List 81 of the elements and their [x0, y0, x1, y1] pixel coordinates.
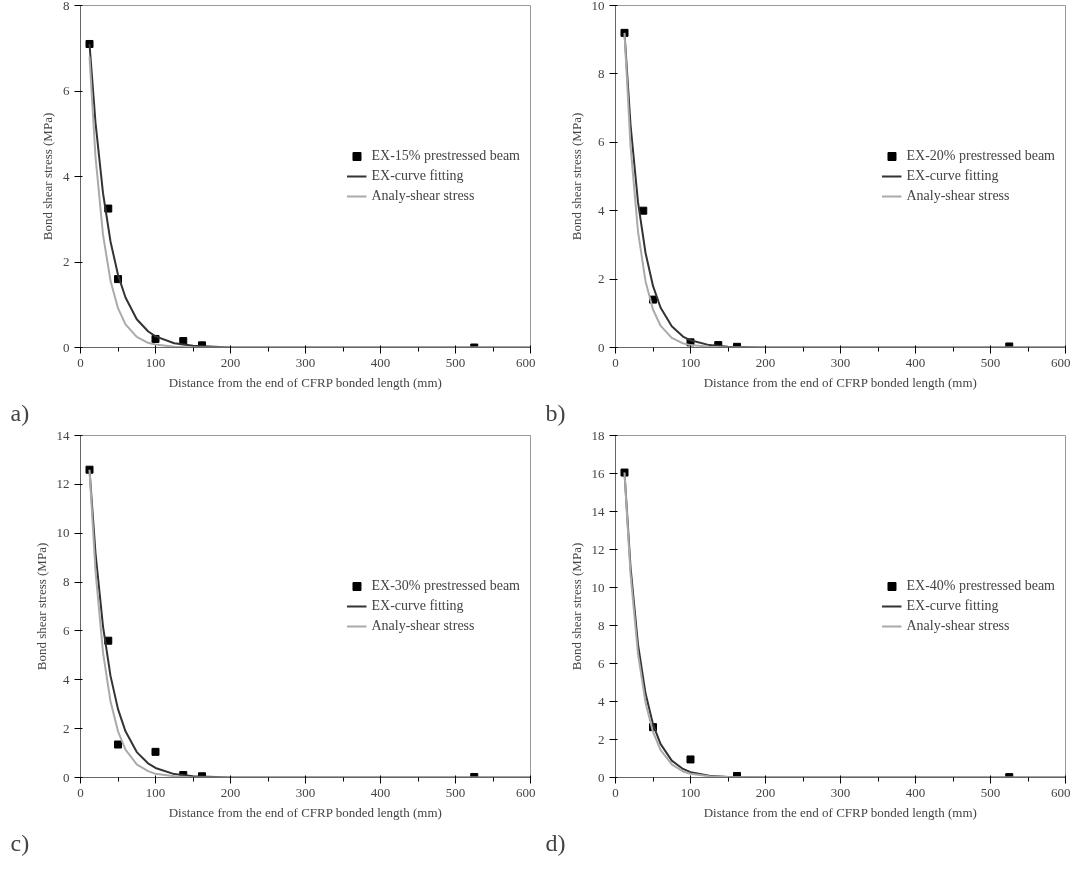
x-tick-label: 100 — [680, 784, 701, 800]
y-tick-label: 0 — [598, 339, 605, 355]
y-tick-label: 6 — [598, 655, 605, 671]
legend-label: EX-curve fitting — [371, 168, 464, 184]
y-tick-label: 10 — [56, 525, 70, 541]
x-tick-label: 500 — [980, 354, 1001, 370]
x-tick-label: 100 — [145, 784, 166, 800]
text: c) — [10, 829, 30, 856]
legend-label: EX-20% prestressed beam — [906, 148, 1055, 164]
y-axis-title: Bond shear stress (MPa) — [568, 112, 584, 241]
x-axis-title: Distance from the end of CFRP bonded length (mm) — [703, 804, 977, 820]
y-tick-label: 8 — [598, 617, 605, 633]
y-tick-label: 4 — [63, 168, 70, 184]
y-tick-label: 4 — [598, 693, 605, 709]
y-tick-label: 14 — [591, 503, 605, 519]
x-axis-title: Distance from the end of CFRP bonded length (mm) — [168, 804, 442, 820]
y-tick-label: 16 — [591, 465, 605, 481]
y-tick-label: 6 — [63, 83, 70, 98]
y-tick-label: 12 — [591, 541, 605, 557]
x-tick-label: 600 — [516, 354, 536, 370]
y-tick-label: 0 — [598, 769, 605, 785]
x-tick-label: 500 — [445, 784, 466, 800]
y-tick-label: 2 — [63, 720, 70, 736]
legend-label: Analy-shear stress — [371, 618, 475, 634]
x-tick-label: 600 — [1051, 354, 1071, 370]
text: b) — [545, 399, 566, 426]
x-axis-title: Distance from the end of CFRP bonded length (mm) — [703, 374, 977, 390]
y-axis-title: Bond shear stress (MPa) — [33, 542, 49, 671]
legend-label: EX-curve fitting — [371, 598, 464, 614]
x-tick-label: 300 — [295, 784, 316, 800]
x-tick-label: 400 — [370, 354, 391, 370]
legend-label: Analy-shear stress — [906, 618, 1010, 634]
y-tick-label: 2 — [598, 271, 605, 287]
y-tick-label: 2 — [598, 731, 605, 747]
x-tick-label: 500 — [445, 354, 466, 370]
y-tick-label: 8 — [598, 65, 605, 81]
y-tick-label: 10 — [591, 0, 605, 13]
legend-label: EX-15% prestressed beam — [371, 148, 520, 164]
legend-label: EX-curve fitting — [906, 168, 999, 184]
x-tick-label: 300 — [830, 354, 851, 370]
y-tick-label: 0 — [63, 339, 70, 355]
y-tick-label: 2 — [63, 254, 70, 269]
legend-label: EX-curve fitting — [906, 598, 999, 614]
x-tick-label: 500 — [980, 784, 1001, 800]
x-tick-label: 400 — [905, 354, 926, 370]
x-tick-label: 600 — [516, 784, 536, 800]
x-tick-label: 400 — [905, 784, 926, 800]
x-tick-label: 200 — [220, 784, 241, 800]
y-axis-title: Bond shear stress (MPa) — [568, 542, 584, 671]
x-tick-label: 0 — [77, 784, 84, 800]
y-tick-label: 12 — [56, 476, 70, 492]
y-tick-label: 6 — [598, 134, 605, 150]
x-tick-label: 600 — [1051, 784, 1071, 800]
x-tick-label: 300 — [830, 784, 851, 800]
y-tick-label: 0 — [63, 769, 70, 785]
y-tick-label: 6 — [63, 622, 70, 638]
legend-label: EX-30% prestressed beam — [371, 578, 520, 594]
x-tick-label: 0 — [612, 784, 619, 800]
x-tick-label: 400 — [370, 784, 391, 800]
x-axis-title: Distance from the end of CFRP bonded length (mm) — [168, 374, 442, 390]
x-tick-label: 300 — [295, 354, 316, 370]
text: a) — [10, 399, 30, 426]
y-tick-label: 8 — [63, 574, 70, 590]
x-tick-label: 200 — [220, 354, 241, 370]
x-tick-label: 0 — [612, 354, 619, 370]
y-tick-label: 14 — [56, 427, 70, 443]
x-tick-label: 200 — [755, 784, 776, 800]
legend-label: Analy-shear stress — [906, 188, 1010, 204]
x-tick-label: 100 — [145, 354, 166, 370]
y-tick-label: 4 — [63, 671, 70, 687]
x-tick-label: 0 — [77, 354, 84, 370]
y-tick-label: 18 — [591, 427, 605, 443]
y-tick-label: 8 — [63, 0, 70, 13]
text: d) — [545, 829, 566, 856]
legend-label: EX-40% prestressed beam — [906, 578, 1055, 594]
x-tick-label: 100 — [680, 354, 701, 370]
legend-label: Analy-shear stress — [371, 188, 475, 204]
y-tick-label: 10 — [591, 579, 605, 595]
x-tick-label: 200 — [755, 354, 776, 370]
y-tick-label: 4 — [598, 202, 605, 218]
y-axis-title: Bond shear stress (MPa) — [40, 112, 55, 241]
